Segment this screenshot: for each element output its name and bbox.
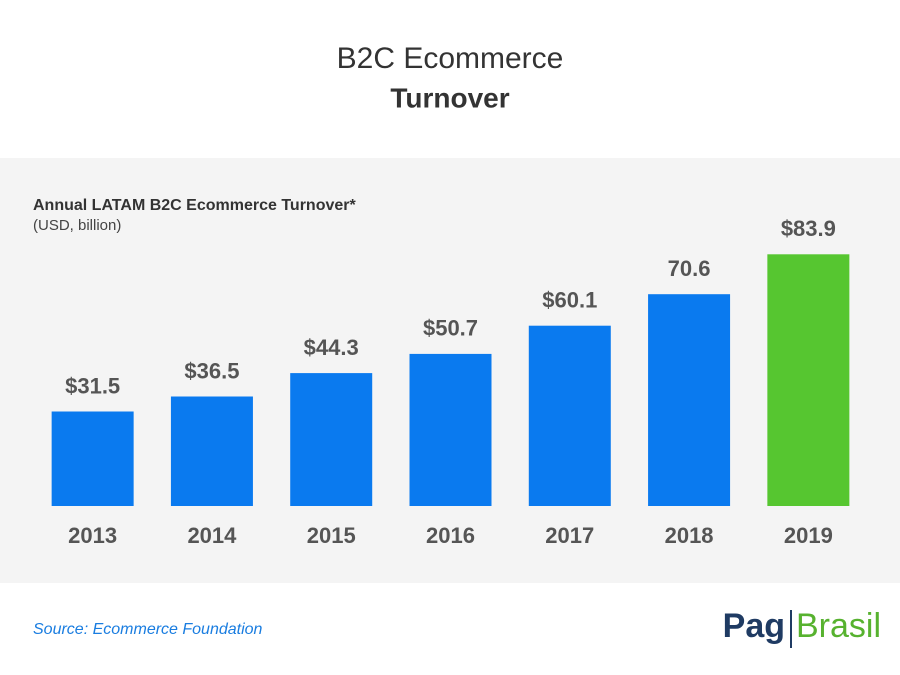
bar: [648, 294, 731, 506]
x-tick-label: 2019: [784, 523, 833, 548]
x-tick-label: 2018: [665, 523, 714, 548]
value-label: $36.5: [184, 358, 239, 383]
bar: [767, 254, 850, 506]
chart-title: B2C Ecommerce: [337, 42, 564, 75]
bar: [528, 325, 611, 506]
x-tick-label: 2015: [307, 523, 356, 548]
unit-label: (USD, billion): [33, 217, 121, 234]
chart-subtitle: Turnover: [390, 82, 509, 113]
value-label: $44.3: [304, 335, 359, 360]
value-label: $60.1: [542, 288, 597, 313]
bar: [290, 373, 373, 506]
value-label: $50.7: [423, 316, 478, 341]
value-label: $31.5: [65, 373, 120, 398]
chart-label: Annual LATAM B2C Ecommerce Turnover*: [33, 197, 356, 214]
bar: [170, 396, 253, 506]
x-tick-label: 2017: [545, 523, 594, 548]
logo-left: Pag: [723, 607, 785, 645]
value-label: $83.9: [781, 216, 836, 241]
bars: $31.5 2013 $36.5 2014 $44.3 2015 $50.7 2016 $60.…: [51, 216, 850, 548]
source: Source: Ecommerce Foundation: [33, 621, 263, 638]
bar: [51, 411, 134, 506]
x-tick-label: 2016: [426, 523, 475, 548]
logo: Pag Brasil: [723, 607, 881, 648]
value-label: 70.6: [668, 256, 711, 281]
x-tick-label: 2014: [187, 523, 237, 548]
logo-right: Brasil: [796, 607, 881, 645]
x-tick-label: 2013: [68, 523, 117, 548]
bar: [409, 353, 492, 506]
